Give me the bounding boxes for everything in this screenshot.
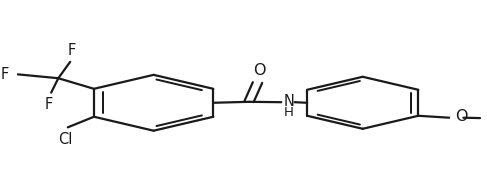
Text: O: O: [455, 109, 468, 124]
Text: Cl: Cl: [58, 132, 73, 147]
Text: O: O: [253, 63, 265, 78]
Text: F: F: [68, 43, 76, 58]
Text: H: H: [283, 106, 294, 119]
Text: F: F: [0, 67, 8, 82]
Text: F: F: [45, 97, 53, 112]
Text: N: N: [283, 94, 295, 109]
